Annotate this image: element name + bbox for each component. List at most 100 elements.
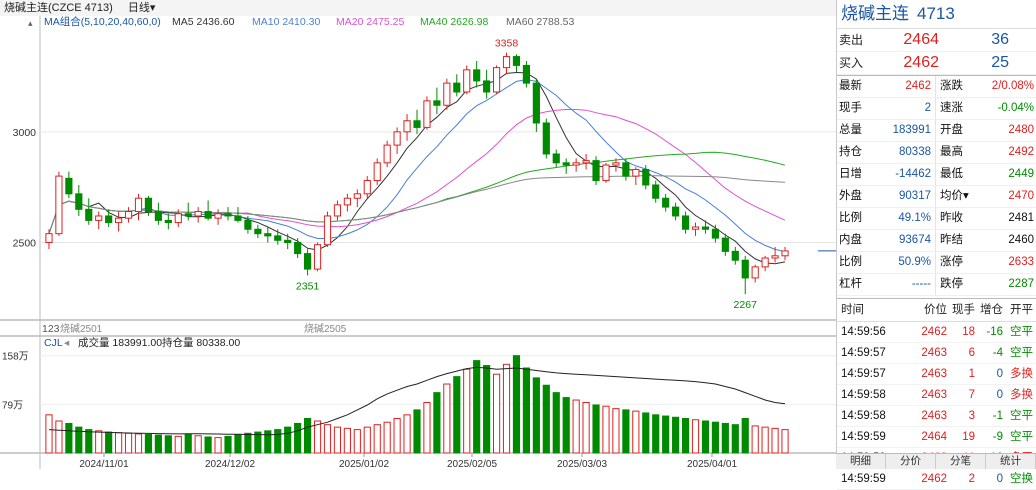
volume-dropdown-icon[interactable]: ◂ [64, 337, 70, 349]
candle[interactable] [711, 224, 719, 243]
volume-bar[interactable] [75, 426, 83, 454]
volume-bar[interactable] [582, 402, 590, 454]
volume-bar[interactable] [502, 363, 511, 454]
volume-bar[interactable] [393, 418, 401, 454]
candle[interactable] [542, 118, 550, 159]
volume-bar[interactable] [652, 414, 660, 454]
volume-bar[interactable] [592, 404, 600, 454]
candle[interactable] [333, 200, 342, 221]
volume-bar[interactable] [662, 415, 670, 454]
candle[interactable] [105, 209, 113, 228]
detail-tabs[interactable]: 明细 分价 分笔 统计 [836, 453, 1036, 469]
volume-bar[interactable] [522, 367, 530, 454]
candle[interactable] [502, 52, 511, 75]
candle[interactable] [124, 207, 133, 223]
candle[interactable] [522, 60, 530, 88]
candle[interactable] [413, 109, 421, 135]
volume-indicator-name[interactable]: CJL [44, 337, 63, 349]
volume-bar[interactable] [343, 427, 351, 454]
candle[interactable] [572, 158, 580, 172]
volume-bar[interactable] [383, 421, 391, 454]
volume-bar[interactable] [184, 434, 192, 454]
candle[interactable] [65, 171, 73, 199]
candle[interactable] [681, 211, 690, 234]
candle[interactable] [473, 60, 481, 88]
ask-row[interactable]: 卖出 2464 36 [837, 29, 1036, 52]
candle[interactable] [463, 65, 471, 95]
volume-bar[interactable] [403, 414, 411, 454]
volume-bar[interactable] [373, 424, 381, 454]
volume-bar[interactable] [761, 426, 769, 454]
tab-2[interactable]: 分笔 [936, 454, 986, 469]
candle[interactable] [781, 246, 789, 261]
candle[interactable] [721, 233, 729, 256]
volume-bar[interactable] [55, 420, 63, 454]
volume-bar[interactable] [691, 419, 700, 454]
candle[interactable] [45, 229, 53, 250]
volume-bar[interactable] [294, 422, 302, 454]
volume-bar[interactable] [353, 429, 361, 454]
candle[interactable] [582, 153, 590, 170]
volume-bar[interactable] [284, 426, 292, 454]
candle[interactable] [602, 162, 610, 183]
volume-bar[interactable] [562, 397, 570, 454]
candle[interactable] [164, 213, 172, 230]
tick-row[interactable]: 14:59:57 2463 1 0 多换 [837, 364, 1036, 385]
volume-bar[interactable] [154, 434, 162, 454]
volume-bar[interactable] [65, 422, 73, 454]
candle[interactable] [313, 242, 322, 272]
volume-bar[interactable] [333, 426, 342, 454]
candle[interactable] [194, 207, 202, 223]
candle[interactable] [552, 149, 560, 168]
candle[interactable] [652, 180, 660, 203]
candle[interactable] [761, 255, 769, 272]
candle[interactable] [771, 246, 779, 263]
volume-bar[interactable] [741, 418, 749, 454]
candle[interactable] [642, 165, 650, 190]
tick-row[interactable]: 14:59:58 2463 7 0 多换 [837, 385, 1036, 406]
volume-bar[interactable] [672, 416, 680, 454]
volume-bar[interactable] [512, 355, 521, 454]
volume-bar[interactable] [492, 373, 501, 454]
volume-bar[interactable] [264, 430, 272, 454]
tick-row[interactable]: 14:59:59 2462 2 0 空换 [837, 469, 1036, 490]
tick-row[interactable]: 14:59:59 2464 19 -9 空平 [837, 427, 1036, 448]
volume-bar[interactable] [194, 435, 202, 454]
tick-row[interactable]: 14:59:56 2462 18 -16 空平 [837, 322, 1036, 343]
candle[interactable] [512, 54, 521, 73]
candle[interactable] [662, 193, 670, 212]
volume-bar[interactable] [323, 424, 332, 454]
volume-bar[interactable] [473, 360, 481, 454]
candle[interactable] [632, 167, 640, 185]
period-selector[interactable]: 日线▾ [127, 2, 156, 14]
volume-bar[interactable] [731, 424, 739, 454]
candle[interactable] [184, 202, 192, 221]
volume-bar[interactable] [622, 409, 630, 454]
chart-settings-icon[interactable]: ▴ [28, 18, 33, 28]
volume-bar[interactable] [304, 418, 312, 454]
volume-bar[interactable] [642, 412, 650, 454]
candle[interactable] [751, 264, 759, 283]
candle[interactable] [433, 87, 441, 115]
volume-bar[interactable] [771, 427, 779, 454]
kline-chart[interactable]: 3000 2500 158万 79万 2024/11/01 2024/12/02 2025/… [0, 15, 836, 470]
volume-bar[interactable] [244, 432, 252, 454]
volume-bar[interactable] [274, 429, 282, 454]
candle[interactable] [154, 202, 162, 225]
volume-bar[interactable] [602, 405, 610, 454]
volume-bar[interactable] [612, 408, 620, 454]
candle[interactable] [562, 158, 570, 174]
bid-row[interactable]: 买入 2462 25 [837, 52, 1036, 75]
volume-bar[interactable] [144, 434, 153, 454]
candle[interactable] [85, 198, 93, 225]
volume-bar[interactable] [572, 399, 580, 454]
candle[interactable] [383, 140, 391, 168]
volume-bar[interactable] [542, 384, 550, 454]
volume-bar[interactable] [632, 410, 640, 454]
candle[interactable] [274, 229, 282, 245]
ma-group-label[interactable]: MA组合(5,10,20,40,60,0) [44, 15, 161, 28]
volume-bar[interactable] [174, 435, 182, 454]
candle[interactable] [244, 215, 252, 234]
candle[interactable] [55, 171, 63, 236]
volume-bar[interactable] [443, 383, 451, 454]
